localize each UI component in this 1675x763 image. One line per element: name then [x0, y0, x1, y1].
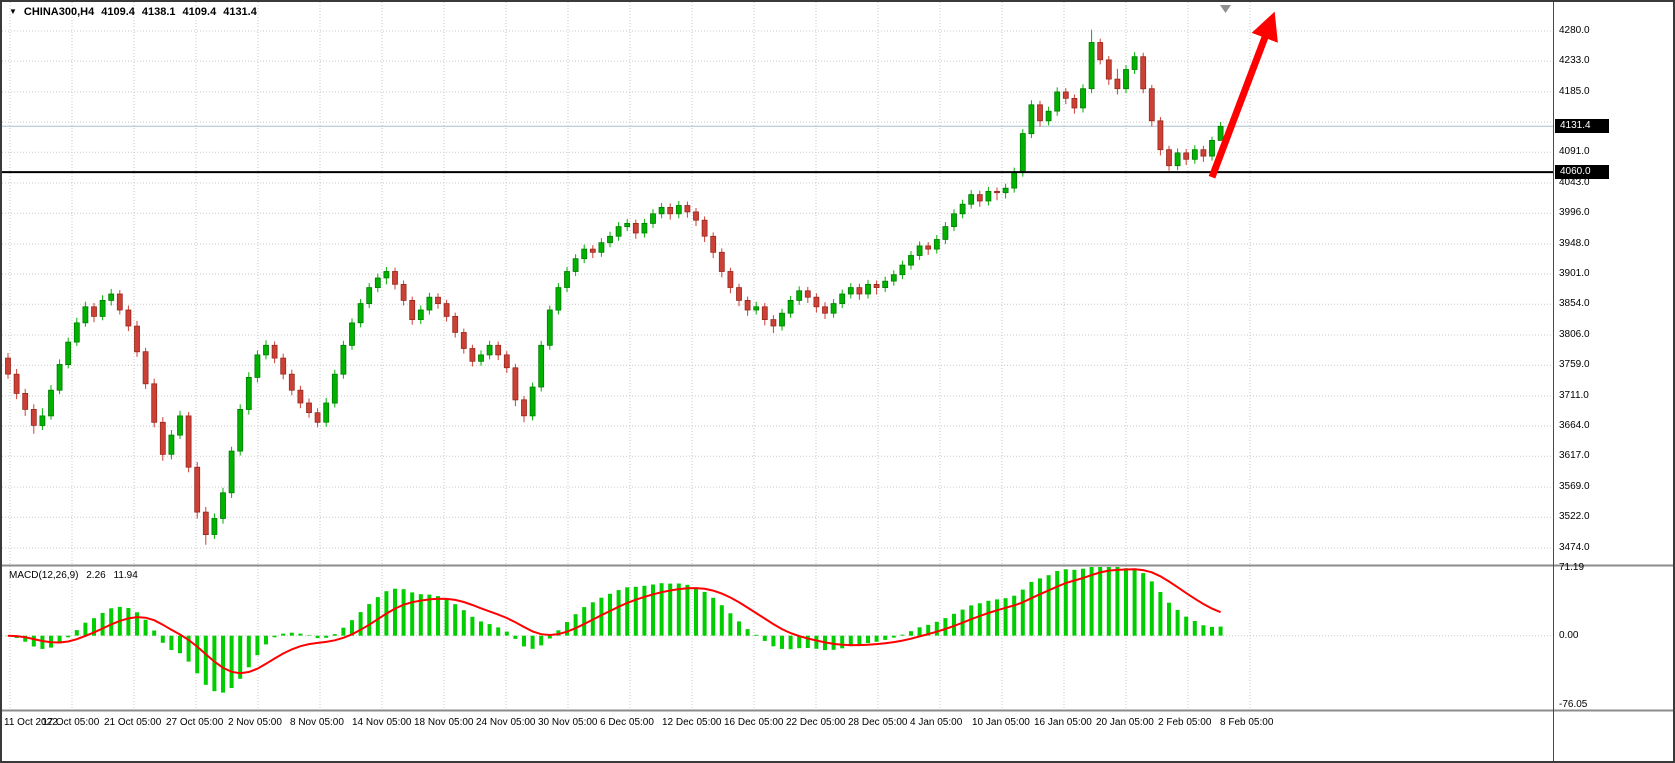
macd-indicator-label: MACD(12,26,9) 2.26 11.94 — [9, 570, 138, 581]
time-axis-label: 22 Dec 05:00 — [786, 717, 846, 728]
time-axis-label: 6 Dec 05:00 — [600, 717, 654, 728]
time-axis-label: 27 Oct 05:00 — [166, 717, 224, 728]
price-axis-label: 3806.0 — [1559, 329, 1590, 340]
price-axis-label: 4280.0 — [1559, 25, 1590, 36]
gridlines — [2, 2, 1553, 709]
time-axis-label: 20 Jan 05:00 — [1096, 717, 1154, 728]
macd-axis-label: 0.00 — [1559, 630, 1579, 641]
price-axis-label: 3854.0 — [1559, 298, 1590, 309]
price-axis-label: 3996.0 — [1559, 207, 1590, 218]
bar-close-value: 4131.4 — [223, 6, 257, 18]
symbol-ohlc-label: ▼ CHINA300,H4 4109.4 4138.1 4109.4 4131.… — [9, 6, 257, 18]
time-axis-label: 10 Jan 05:00 — [972, 717, 1030, 728]
price-axis-label: 4185.0 — [1559, 86, 1590, 97]
symbol-dropdown-icon[interactable]: ▼ — [9, 7, 17, 16]
time-axis-label: 2 Feb 05:00 — [1158, 717, 1212, 728]
time-axis-label: 16 Dec 05:00 — [724, 717, 784, 728]
bar-high-value: 4138.1 — [141, 6, 176, 18]
time-axis-label: 4 Jan 05:00 — [910, 717, 963, 728]
price-axis-label: 3617.0 — [1559, 450, 1590, 461]
autoscroll-marker-icon[interactable] — [1220, 5, 1231, 13]
macd-axis-label: -76.05 — [1559, 699, 1588, 710]
time-axis-label: 8 Nov 05:00 — [290, 717, 344, 728]
price-axis-label: 4043.0 — [1559, 177, 1590, 188]
time-axis-label: 17 Oct 05:00 — [42, 717, 100, 728]
price-axis-label: 3569.0 — [1559, 481, 1590, 492]
macd-signal-line — [7, 568, 1221, 675]
price-axis-label: 4233.0 — [1559, 55, 1590, 66]
current-price-badge: 4131.4 — [1555, 119, 1609, 133]
macd-histogram — [6, 567, 1223, 693]
macd-name: MACD(12,26,9) — [9, 570, 79, 581]
price-axis-label: 4091.0 — [1559, 146, 1590, 157]
macd-axis-label: 71.19 — [1559, 562, 1585, 573]
time-axis-label: 16 Jan 05:00 — [1034, 717, 1092, 728]
trend-arrow[interactable] — [1208, 11, 1278, 179]
price-axis-label: 3948.0 — [1559, 238, 1590, 249]
time-axis-label: 12 Dec 05:00 — [662, 717, 722, 728]
time-axis-label: 21 Oct 05:00 — [104, 717, 162, 728]
time-axis-label: 28 Dec 05:00 — [848, 717, 908, 728]
bar-low-value: 4109.4 — [182, 6, 217, 18]
price-axis-label: 3664.0 — [1559, 420, 1590, 431]
level-price-badge: 4060.0 — [1555, 165, 1609, 179]
price-axis-label: 3522.0 — [1559, 511, 1590, 522]
time-axis-label: 11 Oct 2022 — [4, 717, 58, 728]
time-axis-label: 2 Nov 05:00 — [228, 717, 282, 728]
price-axis-label: 3759.0 — [1559, 359, 1590, 370]
price-axis-label: 3474.0 — [1559, 542, 1590, 553]
time-axis-label: 30 Nov 05:00 — [538, 717, 598, 728]
macd-main-value: 2.26 — [86, 570, 106, 581]
time-axis-label: 24 Nov 05:00 — [476, 717, 536, 728]
price-axis-label: 3711.0 — [1559, 390, 1589, 401]
time-axis-label: 14 Nov 05:00 — [352, 717, 412, 728]
time-axis-label: 18 Nov 05:00 — [414, 717, 474, 728]
time-axis[interactable]: 11 Oct 2022 17 Oct 05:00 21 Oct 05:00 27 Oc… — [2, 712, 1555, 740]
symbol-name: CHINA300,H4 — [23, 6, 95, 18]
time-axis-label: 8 Feb 05:00 — [1220, 717, 1274, 728]
bar-open-value: 4109.4 — [101, 6, 135, 18]
macd-signal-value: 11.94 — [113, 570, 138, 581]
price-axis-label: 3901.0 — [1559, 268, 1590, 279]
price-axis[interactable]: 4131.4 4060.0 4280.0 4233.0 4185.0 4091.0 40… — [1555, 2, 1673, 761]
candlesticks — [5, 29, 1224, 545]
